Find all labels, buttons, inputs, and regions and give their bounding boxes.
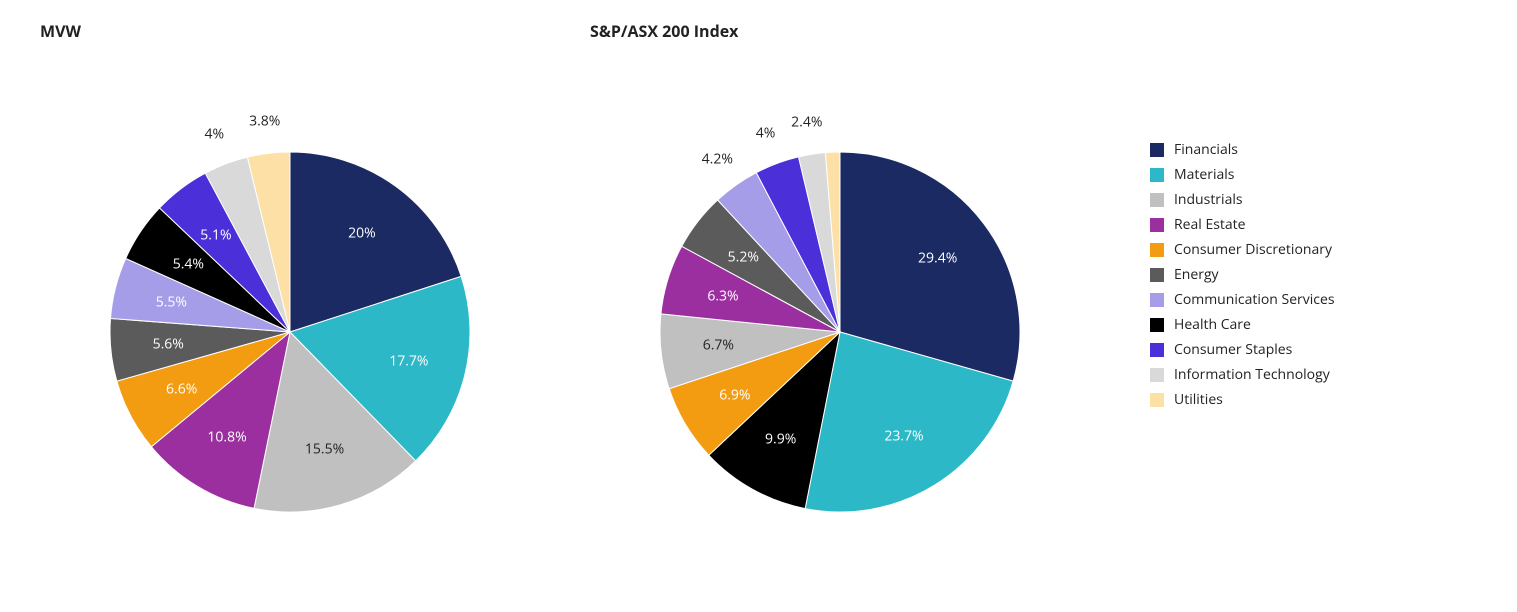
legend-item: Energy bbox=[1150, 265, 1335, 284]
legend-label: Communication Services bbox=[1174, 290, 1335, 309]
chart-title-asx200: S&P/ASX 200 Index bbox=[590, 20, 738, 42]
legend-swatch bbox=[1150, 143, 1164, 157]
legend-swatch bbox=[1150, 218, 1164, 232]
legend-label: Information Technology bbox=[1174, 365, 1330, 384]
legend-swatch bbox=[1150, 393, 1164, 407]
legend-swatch bbox=[1150, 293, 1164, 307]
legend-label: Utilities bbox=[1174, 390, 1223, 409]
legend-item: Information Technology bbox=[1150, 365, 1335, 384]
chart-title-mvw: MVW bbox=[40, 20, 81, 42]
legend-label: Consumer Discretionary bbox=[1174, 240, 1332, 259]
legend-item: Consumer Discretionary bbox=[1150, 240, 1335, 259]
legend-label: Materials bbox=[1174, 165, 1234, 184]
pie-svg bbox=[30, 72, 550, 592]
chart-block-mvw: MVW 20%17.7%15.5%10.8%6.6%5.6%5.5%5.4%5.… bbox=[30, 20, 550, 592]
legend-item: Communication Services bbox=[1150, 290, 1335, 309]
legend-swatch bbox=[1150, 168, 1164, 182]
legend-item: Consumer Staples bbox=[1150, 340, 1335, 359]
pie-chart-mvw: 20%17.7%15.5%10.8%6.6%5.6%5.5%5.4%5.1%4%… bbox=[30, 72, 550, 592]
pie-svg bbox=[580, 72, 1100, 592]
charts-container: MVW 20%17.7%15.5%10.8%6.6%5.6%5.5%5.4%5.… bbox=[30, 20, 1487, 592]
legend-label: Financials bbox=[1174, 140, 1238, 159]
legend-swatch bbox=[1150, 368, 1164, 382]
legend-item: Health Care bbox=[1150, 315, 1335, 334]
legend-swatch bbox=[1150, 343, 1164, 357]
chart-block-asx200: S&P/ASX 200 Index 29.4%23.7%9.9%6.9%6.7%… bbox=[580, 20, 1100, 592]
pie-chart-asx200: 29.4%23.7%9.9%6.9%6.7%6.3%5.2%4.2%4%2.4% bbox=[580, 72, 1100, 592]
legend-label: Industrials bbox=[1174, 190, 1243, 209]
legend: Financials Materials Industrials Real Estat… bbox=[1150, 140, 1335, 409]
legend-label: Health Care bbox=[1174, 315, 1251, 334]
legend-item: Industrials bbox=[1150, 190, 1335, 209]
legend-label: Consumer Staples bbox=[1174, 340, 1292, 359]
legend-swatch bbox=[1150, 193, 1164, 207]
legend-label: Real Estate bbox=[1174, 215, 1246, 234]
legend-item: Materials bbox=[1150, 165, 1335, 184]
legend-swatch bbox=[1150, 268, 1164, 282]
legend-swatch bbox=[1150, 318, 1164, 332]
legend-item: Utilities bbox=[1150, 390, 1335, 409]
legend-item: Real Estate bbox=[1150, 215, 1335, 234]
legend-swatch bbox=[1150, 243, 1164, 257]
legend-label: Energy bbox=[1174, 265, 1219, 284]
legend-item: Financials bbox=[1150, 140, 1335, 159]
